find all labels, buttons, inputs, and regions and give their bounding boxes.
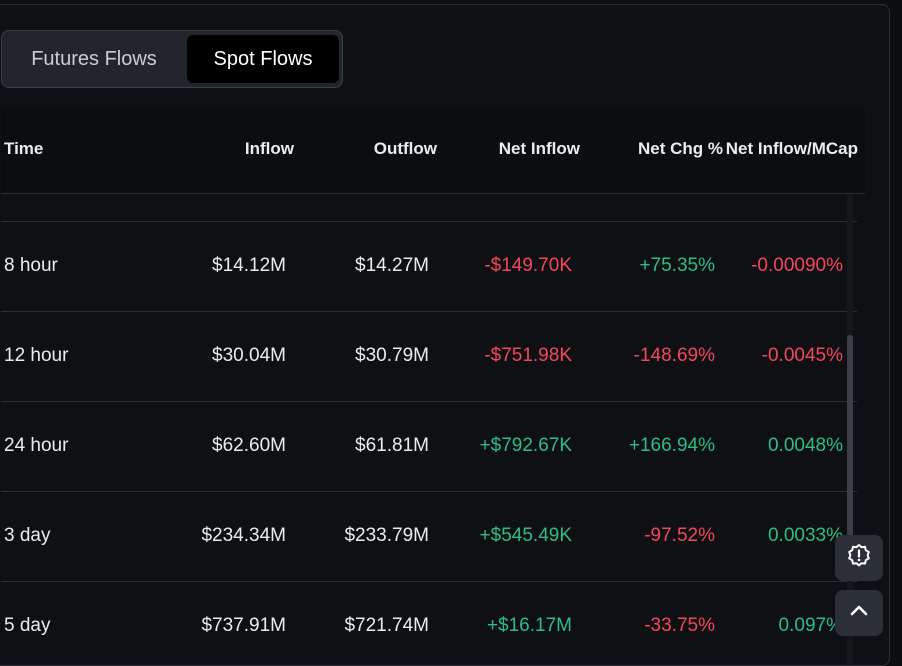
header-net-inflow-mcap[interactable]: Net Inflow/MCap bbox=[725, 139, 858, 158]
header-inflow[interactable]: Inflow bbox=[244, 139, 294, 158]
cell-time: 12 hour bbox=[4, 345, 69, 366]
cell-net-inflow: -$149.70K bbox=[484, 255, 572, 276]
cell-outflow: $61.81M bbox=[355, 435, 429, 456]
cell-net-inflow: +$792.67K bbox=[479, 435, 572, 456]
table-header: Time Inflow Outflow Net Inflow Net Chg %… bbox=[1, 106, 865, 194]
header-net-inflow[interactable]: Net Inflow bbox=[498, 139, 580, 158]
cell-net-inflow: -$751.98K bbox=[484, 345, 572, 366]
header-outflow[interactable]: Outflow bbox=[373, 139, 437, 158]
cell-time: 3 day bbox=[4, 525, 51, 546]
cell-outflow: $233.79M bbox=[344, 525, 429, 546]
cell-time: 24 hour bbox=[4, 435, 69, 456]
cell-time: 5 day bbox=[4, 615, 51, 636]
cell-net-inflow-mcap: 0.0048% bbox=[767, 435, 843, 456]
table-row: 5 day $737.91M $721.74M +$16.17M -33.75%… bbox=[1, 582, 857, 665]
table-row-partial bbox=[1, 194, 857, 222]
alert-badge-icon bbox=[846, 543, 872, 574]
cell-outflow: $14.27M bbox=[355, 255, 429, 276]
scroll-to-top-button[interactable] bbox=[835, 590, 883, 636]
spot-flows-panel: Futures Flows Spot Flows Time Inflow Out… bbox=[0, 4, 890, 666]
cell-net-chg: -148.69% bbox=[633, 345, 715, 366]
cell-outflow: $721.74M bbox=[344, 615, 429, 636]
cell-inflow: $234.34M bbox=[201, 525, 286, 546]
chevron-up-icon bbox=[848, 600, 870, 627]
cell-net-chg: +166.94% bbox=[628, 435, 715, 456]
cell-net-inflow-mcap: -0.0045% bbox=[761, 345, 843, 366]
table-row: 8 hour $14.12M $14.27M -$149.70K +75.35%… bbox=[1, 222, 857, 312]
table-row: 3 day $234.34M $233.79M +$545.49K -97.52… bbox=[1, 492, 857, 582]
header-time[interactable]: Time bbox=[4, 139, 44, 158]
cell-inflow: $62.60M bbox=[212, 435, 286, 456]
cell-time: 8 hour bbox=[4, 255, 58, 276]
table-row: 24 hour $62.60M $61.81M +$792.67K +166.9… bbox=[1, 402, 857, 492]
cell-net-inflow-mcap: 0.097% bbox=[778, 615, 843, 636]
cell-net-chg: -33.75% bbox=[644, 615, 715, 636]
header-net-chg[interactable]: Net Chg % bbox=[638, 139, 723, 158]
cell-net-inflow-mcap: 0.0033% bbox=[767, 525, 843, 546]
cell-net-chg: -97.52% bbox=[644, 525, 715, 546]
flows-table: Time Inflow Outflow Net Inflow Net Chg %… bbox=[1, 106, 865, 665]
tab-futures-flows[interactable]: Futures Flows bbox=[31, 48, 157, 70]
cell-inflow: $30.04M bbox=[212, 345, 286, 366]
cell-inflow: $737.91M bbox=[201, 615, 286, 636]
cell-outflow: $30.79M bbox=[355, 345, 429, 366]
table-row: 12 hour $30.04M $30.79M -$751.98K -148.6… bbox=[1, 312, 857, 402]
cell-net-chg: +75.35% bbox=[639, 255, 715, 276]
cell-net-inflow: +$545.49K bbox=[479, 525, 572, 546]
flow-type-tabs: Futures Flows Spot Flows bbox=[1, 30, 343, 88]
tab-spot-flows[interactable]: Spot Flows bbox=[187, 35, 339, 83]
cell-net-inflow: +$16.17M bbox=[486, 615, 572, 636]
cell-net-inflow-mcap: -0.00090% bbox=[751, 255, 843, 276]
feedback-button[interactable] bbox=[835, 535, 883, 581]
table-scrollbar-thumb[interactable] bbox=[847, 335, 853, 555]
cell-inflow: $14.12M bbox=[212, 255, 286, 276]
